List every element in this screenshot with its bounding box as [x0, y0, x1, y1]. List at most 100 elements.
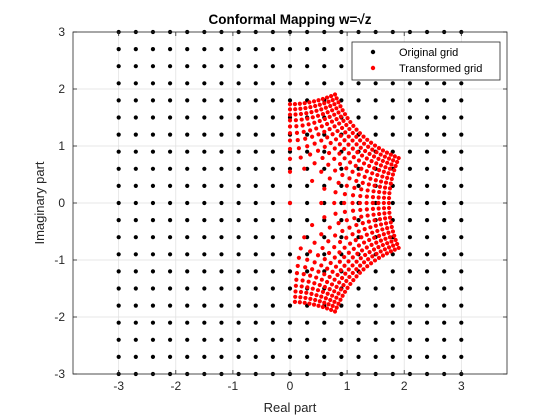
original-grid-point	[185, 183, 190, 188]
transformed-grid-point	[322, 272, 327, 277]
transformed-grid-point	[300, 123, 305, 128]
original-grid-point	[236, 64, 241, 69]
transformed-grid-point	[350, 263, 355, 268]
transformed-grid-point	[351, 123, 356, 128]
transformed-grid-point	[359, 166, 364, 171]
original-grid-point	[133, 235, 138, 240]
transformed-grid-point	[356, 172, 361, 177]
original-grid-point	[407, 200, 413, 206]
transformed-grid-point	[298, 289, 304, 295]
original-grid-point	[424, 354, 430, 359]
transformed-grid-point	[362, 227, 367, 232]
transformed-grid-point	[380, 148, 386, 153]
transformed-grid-point	[384, 150, 390, 155]
transformed-grid-point	[385, 175, 390, 180]
original-grid-point	[133, 149, 138, 154]
transformed-grid-point	[382, 247, 387, 252]
original-grid-point	[442, 98, 447, 103]
transformed-grid-point	[329, 93, 334, 99]
x-tick-label-4: 1	[344, 379, 351, 393]
transformed-grid-point	[354, 274, 359, 279]
transformed-grid-point	[302, 166, 307, 171]
transformed-grid-point	[361, 240, 367, 245]
transformed-grid-point	[353, 238, 358, 243]
transformed-grid-point	[320, 289, 326, 295]
y-tick-label-0: -3	[54, 367, 65, 381]
original-grid-point	[407, 286, 413, 291]
transformed-grid-point	[322, 101, 327, 106]
original-grid-point	[253, 235, 258, 240]
original-grid-point	[339, 337, 344, 342]
y-tick-label-3: 0	[58, 196, 65, 210]
transformed-grid-point	[376, 206, 381, 211]
transformed-grid-point	[295, 263, 300, 269]
original-grid-point	[236, 286, 241, 291]
transformed-grid-point	[300, 278, 305, 283]
transformed-grid-point	[366, 257, 371, 262]
original-grid-point	[202, 47, 207, 52]
original-grid-point	[322, 166, 327, 171]
transformed-grid-point	[287, 118, 293, 123]
original-grid-point	[219, 166, 224, 171]
transformed-grid-point	[294, 124, 299, 129]
transformed-grid-point	[332, 112, 337, 117]
original-grid-point	[424, 303, 430, 308]
transformed-grid-point	[381, 206, 387, 211]
transformed-grid-point	[330, 269, 335, 274]
original-grid-point	[150, 115, 156, 120]
original-grid-point	[236, 115, 241, 120]
legend-box	[351, 41, 501, 81]
original-grid-point	[116, 81, 121, 86]
original-grid-point	[150, 200, 156, 206]
original-grid-point	[459, 235, 464, 240]
original-grid-point	[253, 337, 258, 342]
original-grid-point	[116, 98, 121, 103]
transformed-grid-point	[387, 186, 393, 191]
original-grid-point	[150, 252, 156, 257]
transformed-grid-point	[359, 214, 364, 219]
transformed-grid-point	[326, 239, 331, 244]
original-grid-point	[322, 149, 327, 154]
transformed-grid-point	[287, 156, 293, 161]
transformed-grid-point	[293, 112, 298, 117]
transformed-grid-point	[376, 233, 382, 238]
original-grid-point	[150, 81, 156, 86]
original-grid-point	[305, 64, 310, 69]
transformed-grid-point	[366, 144, 371, 149]
transformed-grid-point	[330, 132, 335, 137]
original-grid-point	[219, 269, 224, 274]
original-grid-point	[202, 235, 207, 240]
transformed-grid-point	[367, 249, 372, 255]
transformed-grid-point	[328, 297, 333, 303]
transformed-grid-point	[312, 281, 317, 286]
original-grid-point	[202, 354, 207, 359]
original-grid-point	[287, 320, 293, 325]
transformed-grid-point	[354, 134, 359, 139]
original-grid-point	[116, 269, 121, 274]
original-grid-point	[356, 218, 361, 223]
original-grid-point	[236, 252, 241, 257]
transformed-grid-point	[325, 110, 330, 115]
transformed-grid-point	[345, 285, 350, 290]
original-grid-point	[407, 132, 413, 137]
transformed-grid-point	[389, 239, 394, 244]
original-grid-point	[287, 235, 293, 240]
original-grid-point	[202, 132, 207, 137]
transformed-grid-point	[354, 178, 359, 184]
transformed-grid-point	[387, 191, 392, 196]
transformed-grid-point	[356, 229, 361, 234]
original-grid-point	[167, 337, 173, 342]
original-grid-point	[424, 218, 430, 223]
original-grid-point	[270, 166, 275, 171]
original-grid-point	[339, 218, 344, 223]
transformed-grid-point	[389, 176, 394, 182]
transformed-grid-point	[368, 176, 373, 181]
original-grid-point	[270, 200, 275, 206]
transformed-grid-point	[345, 116, 350, 121]
original-grid-point	[253, 218, 258, 223]
original-grid-point	[442, 200, 447, 206]
original-grid-point	[219, 132, 224, 137]
original-grid-point	[167, 132, 173, 137]
transformed-grid-point	[333, 137, 339, 142]
transformed-grid-point	[312, 260, 317, 265]
